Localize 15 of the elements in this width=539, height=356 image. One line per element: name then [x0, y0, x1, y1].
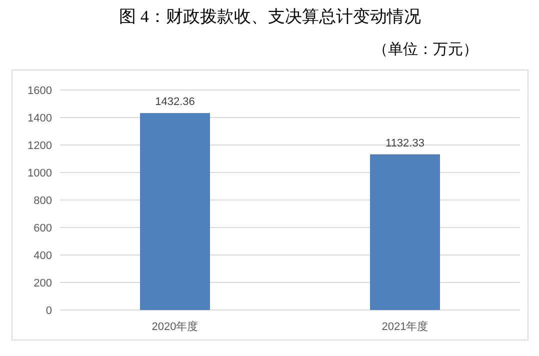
data-label: 1432.36 — [155, 96, 195, 108]
y-tick-label: 600 — [34, 222, 52, 234]
y-tick-label: 1400 — [28, 112, 52, 124]
chart-title: 图 4：财政拨款收、支决算总计变动情况 — [119, 7, 421, 26]
y-tick-label: 1200 — [28, 140, 52, 152]
data-label: 1132.33 — [386, 137, 424, 150]
y-tick-label: 800 — [34, 195, 52, 207]
y-tick-label: 400 — [34, 250, 52, 262]
y-tick-label: 1600 — [28, 85, 52, 97]
x-tick-label: 2021年度 — [382, 320, 428, 333]
y-tick-label: 1000 — [28, 168, 52, 180]
chart-subtitle: （单位：万元） — [373, 41, 478, 58]
x-tick-label: 2020年度 — [152, 320, 198, 333]
y-tick-label: 200 — [34, 278, 52, 290]
y-tick-label: 0 — [46, 305, 52, 317]
